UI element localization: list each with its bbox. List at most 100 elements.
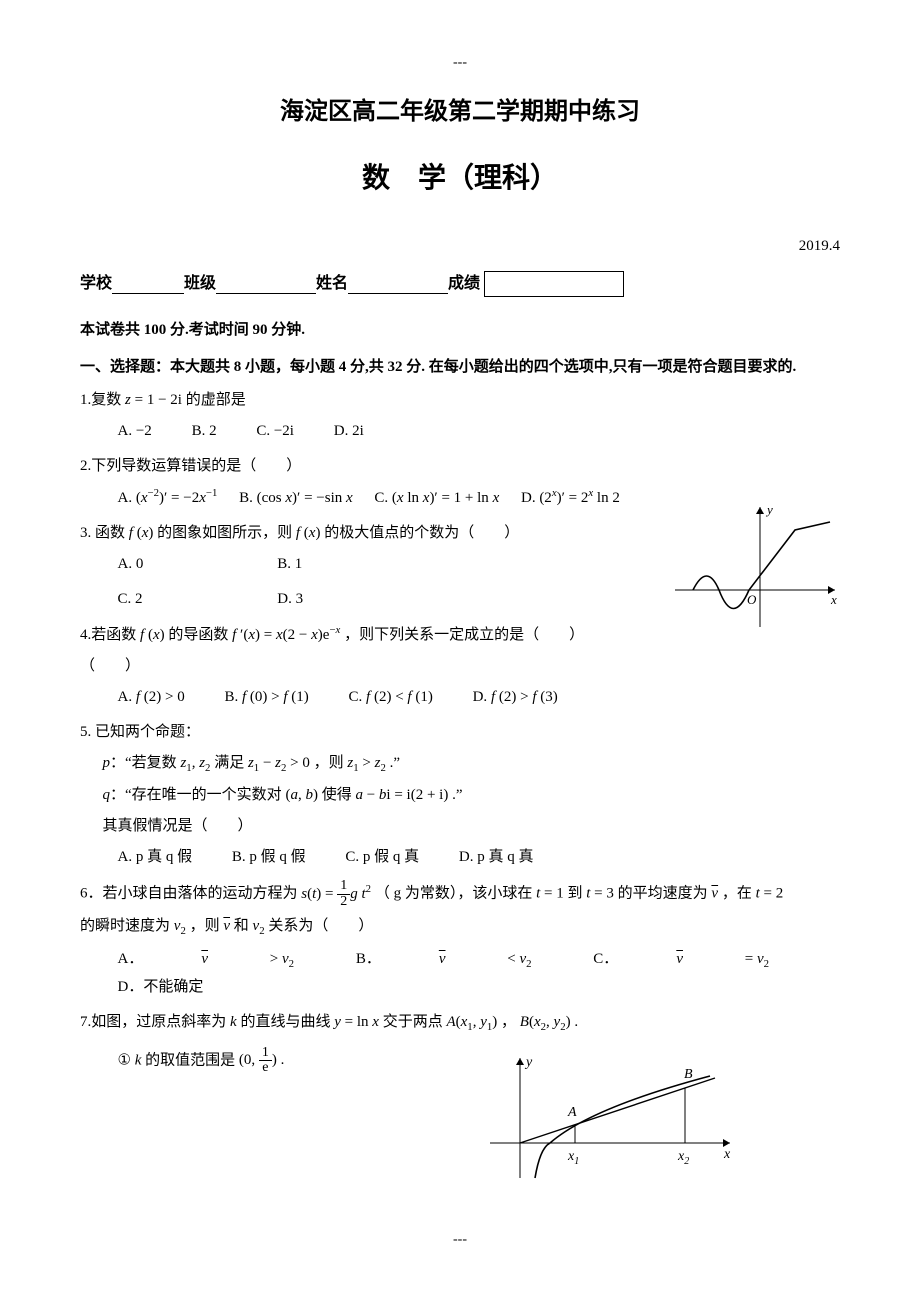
q5p-mid0: 满足 xyxy=(214,755,244,771)
q7-curve: y = ln x xyxy=(334,1014,382,1030)
q7-s2: 的直线与曲线 xyxy=(240,1014,330,1030)
q1-stem: 1.复数 z = 1 − 2i 的虚部是 xyxy=(80,387,840,414)
q6-t1: t = 1 xyxy=(536,886,564,902)
q3-x-label: x xyxy=(830,592,837,607)
q2-B[interactable]: B. (cos x)′ = −sin x xyxy=(239,485,353,512)
q6-l2c: 和 xyxy=(234,918,249,934)
q1-B[interactable]: B. 2 xyxy=(192,418,235,445)
q6-vbar2: v xyxy=(223,918,230,934)
blank-school[interactable] xyxy=(112,274,184,294)
q3-A[interactable]: A. 0 xyxy=(118,551,238,578)
q4-s1: 4.若函数 xyxy=(80,627,140,643)
q3-y-label: y xyxy=(765,502,773,517)
q7-A-label: A xyxy=(567,1105,577,1120)
q5p-conc: z1 > z2 xyxy=(347,755,389,771)
q3-B[interactable]: B. 1 xyxy=(277,551,302,578)
q5q-mid: 使得 xyxy=(322,787,352,803)
q4-options: A. f (2) > 0 B. f (0) > f (1) C. f (2) <… xyxy=(80,684,840,711)
q2-C[interactable]: C. (x ln x)′ = 1 + ln x xyxy=(374,485,499,512)
q4-D[interactable]: D. f (2) > f (3) xyxy=(473,684,558,711)
q5p-mid: ，则 xyxy=(314,755,344,771)
q7-B-label: B xyxy=(684,1067,693,1082)
main-title: 海淀区高二年级第二学期期中练习 xyxy=(80,91,840,134)
q6-B[interactable]: B．v < v2 xyxy=(356,946,532,974)
q6-t3: t = 3 xyxy=(586,886,614,902)
q4-deriv: f ′(x) = x(2 − x)e−x xyxy=(232,627,340,643)
q3-D[interactable]: D. 3 xyxy=(277,586,303,613)
q6-eq1: s(t) = 12g t2 xyxy=(301,886,371,902)
footer-dashes: --- xyxy=(0,1227,920,1252)
q7-y-label: y xyxy=(524,1055,533,1070)
label-score: 成绩 xyxy=(448,270,480,299)
q6-s1: 6．若小球自由落体的运动方程为 xyxy=(80,886,301,902)
q1-C-val: −2i xyxy=(274,418,294,445)
q6-t2: t = 2 xyxy=(756,886,784,902)
sub-title: 数 学（理科） xyxy=(80,154,840,204)
q6-vbar: v xyxy=(711,886,718,902)
blank-name[interactable] xyxy=(348,274,448,294)
q5p-pre: “若复数 xyxy=(125,755,177,771)
q1-D[interactable]: D. 2i xyxy=(334,418,382,445)
blank-class[interactable] xyxy=(216,274,316,294)
form-row: 学校 班级 姓名 成绩 xyxy=(80,270,840,299)
q6-C[interactable]: C．v = v2 xyxy=(593,946,769,974)
q5-B[interactable]: B. p 假 q 假 xyxy=(232,844,306,871)
q4-A[interactable]: A. f (2) > 0 xyxy=(118,684,185,711)
q2-A[interactable]: A. (x−2)′ = −2x−1 xyxy=(118,484,218,512)
date-text: 2019.4 xyxy=(80,233,840,260)
q5p-cond: z1 − z2 > 0 xyxy=(248,755,314,771)
q5-options: A. p 真 q 假 B. p 假 q 假 C. p 假 q 真 D. p 真 … xyxy=(80,844,840,871)
q4-s3: ，则下列关系一定成立的是（ ） xyxy=(344,627,584,643)
label-school: 学校 xyxy=(80,270,112,299)
q7-s1: 7.如图，过原点斜率为 xyxy=(80,1014,226,1030)
label-name: 姓名 xyxy=(316,270,348,299)
q5-D[interactable]: D. p 真 q 真 xyxy=(459,844,534,871)
label-class: 班级 xyxy=(184,270,216,299)
q5-q: q：“存在唯一的一个实数对 (a, b) 使得 a − bi = i(2 + i… xyxy=(80,782,840,809)
score-box[interactable] xyxy=(484,271,624,297)
q5-A[interactable]: A. p 真 q 假 xyxy=(118,844,193,871)
q6-options: A．v > v2 B．v < v2 C．v = v2 D．不能确定 xyxy=(80,946,840,1001)
q5-stem: 5. 已知两个命题： xyxy=(80,719,840,746)
q4-C[interactable]: C. f (2) < f (1) xyxy=(349,684,433,711)
q1-text-pre: 1.复数 xyxy=(80,392,121,408)
q7-sub1-text: 的取值范围是 xyxy=(145,1052,235,1068)
q4-paren: （ ） xyxy=(80,653,840,680)
q7-points: A(x1, y1) ， B(x2, y2) . xyxy=(446,1014,578,1030)
q7-graph-wrap: x y A B x1 x2 xyxy=(80,1076,840,1196)
q7-interval: (0, 1e) . xyxy=(239,1052,285,1068)
q7-x2: x2 xyxy=(677,1149,689,1167)
q6-D[interactable]: D．不能确定 xyxy=(118,974,204,1001)
q6-A[interactable]: A．v > v2 xyxy=(118,946,295,974)
q3-s1: 3. 函数 xyxy=(80,525,129,541)
q5q-pre: “存在唯一的一个实数对 xyxy=(125,787,282,803)
q7-stem: 7.如图，过原点斜率为 k 的直线与曲线 y = ln x 交于两点 A(x1,… xyxy=(80,1009,840,1037)
q1-B-val: 2 xyxy=(209,418,217,445)
q4-s2: 的导函数 xyxy=(168,627,232,643)
q5q-pair: (a, b) xyxy=(285,787,318,803)
q1-A-val: −2 xyxy=(136,418,152,445)
q5p-vars: z1, z2 xyxy=(180,755,210,771)
q5q-eq: a − bi = i(2 + i) xyxy=(355,787,448,803)
q6-stem-line1: 6．若小球自由落体的运动方程为 s(t) = 12g t2 （ g 为常数），该… xyxy=(80,879,840,909)
q6-l2d: 关系为（ ） xyxy=(268,918,373,934)
section-heading: 一、选择题：本大题共 8 小题，每小题 4 分,共 32 分. 在每小题给出的四… xyxy=(98,354,840,381)
q1-C[interactable]: C. −2i xyxy=(256,418,312,445)
q5q-post: .” xyxy=(452,787,462,803)
q6-A-pre: A． xyxy=(118,946,144,973)
q1-A[interactable]: A. −2 xyxy=(118,418,170,445)
q6-C-pre: C． xyxy=(593,946,618,973)
q4-B[interactable]: B. f (0) > f (1) xyxy=(224,684,308,711)
q1-options: A. −2 B. 2 C. −2i D. 2i xyxy=(80,418,840,445)
q3-origin-label: O xyxy=(747,592,757,607)
q6-B-pre: B． xyxy=(356,946,381,973)
q5-C[interactable]: C. p 假 q 真 xyxy=(345,844,419,871)
exam-instructions: 本试卷共 100 分.考试时间 90 分钟. xyxy=(80,317,840,344)
q6-s5: ，在 xyxy=(722,886,752,902)
q6-s4: 的平均速度为 xyxy=(618,886,708,902)
q3-s2: 的图象如图所示，则 xyxy=(157,525,296,541)
q7-x1: x1 xyxy=(567,1149,579,1167)
q2-D[interactable]: D. (2x)′ = 2x ln 2 xyxy=(521,484,620,512)
q6-s2: （ g 为常数），该小球在 xyxy=(375,886,533,902)
q3-C[interactable]: C. 2 xyxy=(118,586,238,613)
